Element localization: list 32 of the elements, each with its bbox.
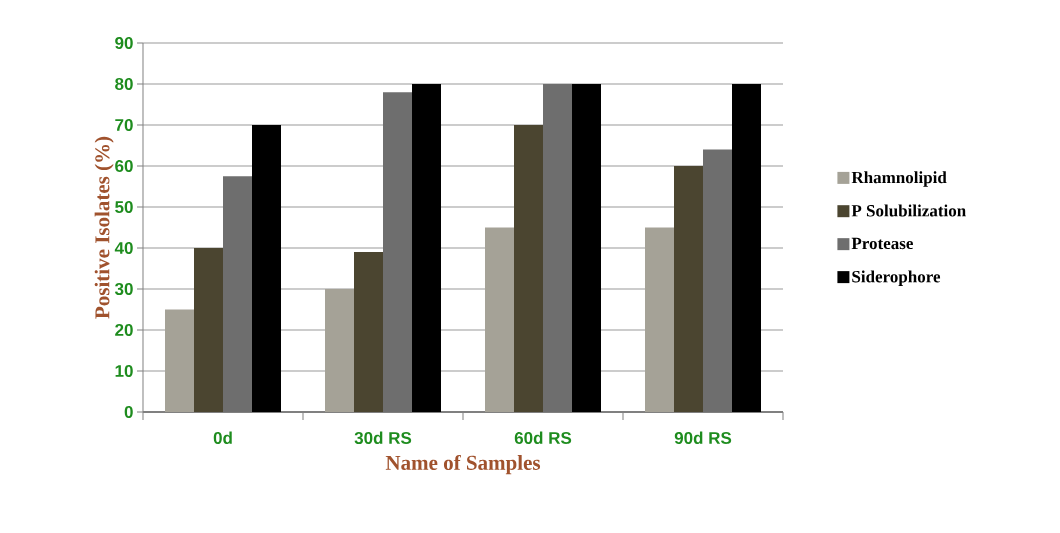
legend-label: Siderophore [852, 270, 941, 286]
legend-label: Protease [851, 237, 913, 250]
x-axis-title: Name of Samples [385, 454, 541, 475]
bar [194, 248, 223, 412]
x-tick-label: 90d RS [674, 431, 732, 445]
x-tick-label: 30d RS [354, 431, 412, 445]
y-tick-label: 0 [124, 405, 133, 419]
bar [252, 125, 281, 412]
x-tick-label: 60d RS [514, 431, 572, 445]
y-axis-title: Positive Isolates (%) [94, 136, 114, 319]
bar [572, 84, 601, 412]
bar [412, 84, 441, 412]
bar [732, 84, 761, 412]
bar [514, 125, 543, 412]
legend-label: Rhamnolipid [851, 171, 947, 187]
bar [354, 252, 383, 412]
y-tick-label: 70 [115, 118, 133, 132]
bar [543, 84, 572, 412]
y-tick-label: 30 [114, 282, 133, 296]
y-tick-label: 40 [114, 241, 133, 255]
y-tick-label: 90 [115, 36, 133, 50]
y-tick-label: 50 [115, 200, 133, 214]
y-tick-label: 10 [115, 364, 133, 378]
legend-label: P Solubilization [851, 204, 966, 217]
bar [703, 149, 732, 412]
y-tick-label: 20 [115, 323, 133, 337]
x-tick-label: 0d [213, 431, 232, 445]
y-tick-label: 80 [115, 77, 133, 91]
bar [223, 176, 252, 412]
y-tick-label: 60 [115, 159, 133, 173]
bar [383, 92, 412, 412]
bar [674, 166, 703, 412]
